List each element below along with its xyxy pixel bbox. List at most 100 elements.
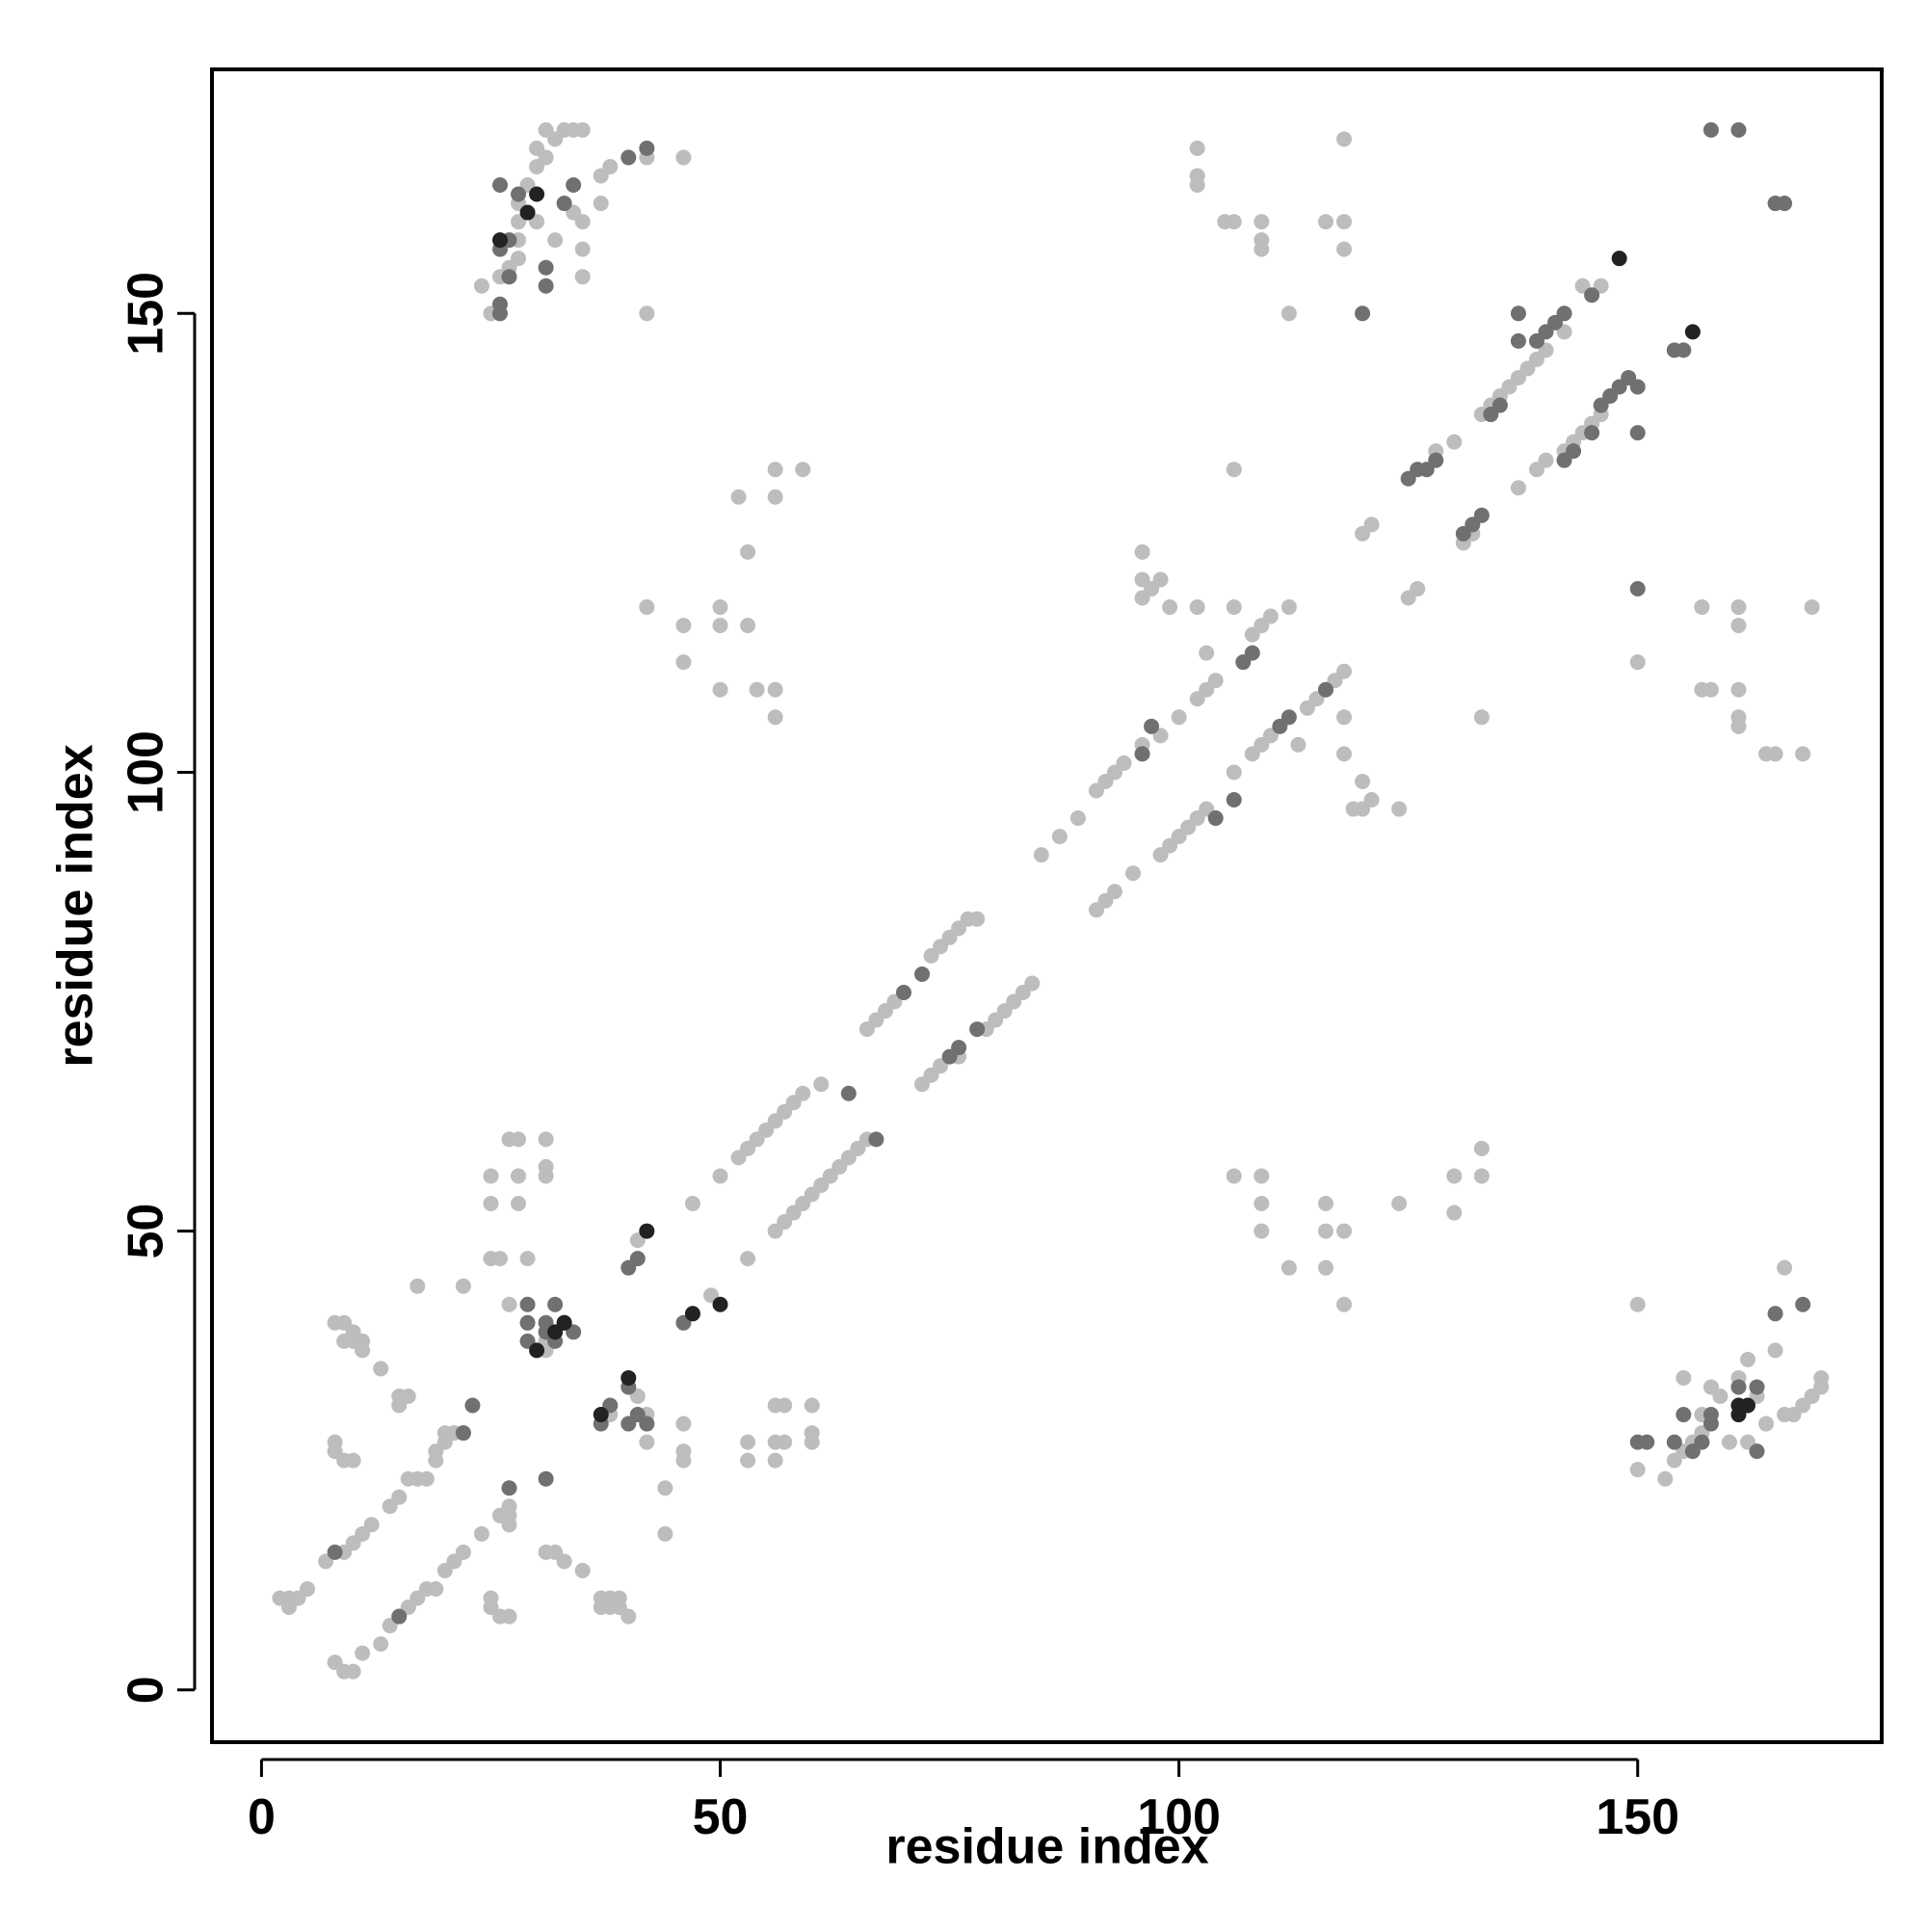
point <box>1171 709 1187 726</box>
point <box>511 1168 527 1184</box>
point <box>300 1580 316 1597</box>
point <box>712 1296 728 1312</box>
point <box>491 232 508 249</box>
point <box>1721 1434 1737 1450</box>
point <box>639 599 655 616</box>
point <box>280 1600 297 1616</box>
point <box>1226 462 1242 478</box>
point <box>1391 1196 1408 1212</box>
point <box>1510 305 1526 322</box>
point <box>1280 709 1297 726</box>
point <box>1226 792 1242 808</box>
point <box>620 1369 637 1386</box>
point <box>767 462 783 478</box>
point <box>345 1452 361 1469</box>
point <box>1280 1259 1297 1276</box>
point <box>391 1608 408 1625</box>
point <box>740 543 756 560</box>
point <box>639 1416 655 1432</box>
point <box>1336 663 1353 679</box>
point <box>1189 140 1205 156</box>
point <box>1345 801 1361 817</box>
point <box>1795 1296 1811 1312</box>
point <box>1254 1196 1270 1212</box>
point <box>519 1314 536 1331</box>
point <box>969 1021 986 1038</box>
point <box>464 1397 481 1414</box>
point <box>373 1361 389 1377</box>
point <box>538 121 554 138</box>
point <box>730 489 747 505</box>
point <box>1538 452 1554 468</box>
point <box>795 1085 811 1101</box>
y-tick-label: 100 <box>119 730 174 814</box>
point <box>675 1443 692 1460</box>
point <box>795 462 811 478</box>
point <box>1629 379 1646 395</box>
point <box>1473 507 1490 523</box>
point <box>547 1324 564 1340</box>
point <box>1676 1407 1692 1423</box>
point <box>1317 214 1333 230</box>
point <box>639 305 655 322</box>
point <box>428 1580 444 1597</box>
point <box>519 1251 536 1267</box>
point <box>538 1168 554 1184</box>
point <box>1491 397 1508 413</box>
point <box>1730 121 1747 138</box>
point <box>556 1553 572 1570</box>
point <box>1473 1168 1490 1184</box>
point <box>566 176 582 193</box>
y-tick-label: 150 <box>119 272 174 356</box>
point <box>473 1525 489 1542</box>
point <box>1666 1434 1682 1450</box>
point <box>657 1480 673 1496</box>
point <box>777 1434 793 1450</box>
point <box>455 1278 471 1294</box>
point <box>712 681 728 698</box>
point <box>1254 1168 1270 1184</box>
point <box>1703 1407 1719 1423</box>
point <box>712 1168 728 1184</box>
point <box>1244 645 1260 661</box>
point <box>602 158 619 174</box>
point <box>1730 618 1747 634</box>
point <box>483 1168 499 1184</box>
point <box>657 1525 673 1542</box>
point <box>501 1608 517 1625</box>
point <box>740 1434 756 1450</box>
point <box>1317 1196 1333 1212</box>
point <box>813 1076 830 1093</box>
point <box>1106 884 1122 900</box>
point <box>675 618 692 634</box>
point <box>840 1085 857 1101</box>
point <box>767 489 783 505</box>
point <box>1629 580 1646 596</box>
point <box>336 1333 353 1349</box>
point <box>1024 975 1041 992</box>
point <box>491 176 508 193</box>
point <box>1226 1168 1242 1184</box>
point <box>1639 1434 1655 1450</box>
point <box>1730 1379 1747 1395</box>
point <box>1410 580 1426 596</box>
point <box>519 204 536 221</box>
point <box>712 618 728 634</box>
point <box>1226 599 1242 616</box>
point <box>511 1196 527 1212</box>
point <box>593 1600 609 1616</box>
point <box>1162 599 1178 616</box>
point <box>1473 709 1490 726</box>
point <box>639 1223 655 1239</box>
plot-frame <box>210 67 1884 1744</box>
point <box>418 1470 435 1487</box>
point <box>593 1407 609 1423</box>
point <box>1226 214 1242 230</box>
point <box>1254 214 1270 230</box>
point <box>1758 1416 1775 1432</box>
point <box>1739 1397 1755 1414</box>
point <box>675 1416 692 1432</box>
point <box>538 259 554 276</box>
point <box>574 121 591 138</box>
